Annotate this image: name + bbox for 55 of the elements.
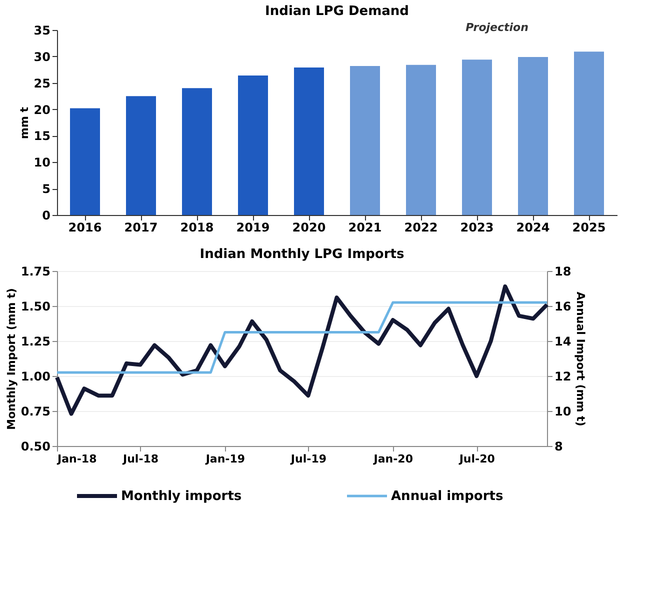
x-tick-label: Jul-20: [458, 452, 496, 466]
y-tick-label: 0.75: [20, 404, 50, 418]
x-tick-label: Jul-18: [122, 452, 159, 466]
x-tick-label: 2020: [292, 220, 326, 234]
y2-tick-label: 8: [554, 440, 563, 454]
bar: [350, 66, 380, 215]
chart-title: Indian Monthly LPG Imports: [200, 247, 404, 262]
bar: [294, 68, 324, 215]
bar: [406, 64, 436, 215]
x-tick-label: Jan-18: [56, 452, 97, 466]
y2-tick-label: 14: [554, 334, 572, 348]
y2-tick-label: 18: [554, 264, 572, 278]
x-tick-label: 2018: [180, 220, 214, 234]
y-tick-label: 5: [42, 182, 50, 196]
y-axis-title: Monthly Import (mm t): [4, 288, 18, 430]
x-tick-label: Jan-19: [204, 452, 246, 466]
x-tick-label: 2023: [460, 220, 494, 234]
y-axis-title: mm t: [18, 106, 31, 140]
bar: [518, 56, 548, 215]
y-tick-label: 0.50: [20, 440, 50, 454]
chart-title: Indian LPG Demand: [265, 4, 409, 19]
x-tick-label: 2022: [404, 220, 438, 234]
y-tick-label: 25: [34, 76, 50, 90]
x-tick-label: 2019: [236, 220, 270, 234]
y-tick-label: 0: [42, 208, 50, 222]
y2-tick-label: 16: [554, 300, 572, 314]
x-tick-label: 2017: [124, 220, 158, 234]
line-series: [55, 284, 549, 416]
y-tick-label: 35: [34, 24, 50, 38]
y-tick-label: 1.75: [20, 264, 50, 278]
x-tick-label: 2021: [348, 220, 382, 234]
x-tick-label: 2025: [572, 220, 606, 234]
x-tick-label: Jul-19: [290, 452, 326, 466]
y-tick-label: 20: [34, 102, 50, 117]
y-tick-label: 30: [34, 50, 50, 64]
y2-tick-label: 12: [554, 370, 572, 384]
legend-label: Annual imports: [391, 489, 504, 504]
x-tick-label: Jan-20: [372, 452, 414, 466]
y2-axis-title: Annual Import (mm t): [574, 292, 588, 426]
bar: [126, 96, 156, 215]
x-tick-label: 2024: [516, 220, 550, 234]
y-tick-label: 1.25: [20, 334, 50, 348]
bar: [462, 60, 492, 215]
bar: [70, 108, 100, 215]
bar: [182, 88, 212, 215]
x-tick-label: 2016: [68, 220, 102, 234]
y2-tick-label: 10: [554, 404, 572, 418]
bar: [238, 75, 268, 215]
y-tick-label: 15: [34, 129, 50, 144]
y-tick-label: 1.50: [20, 300, 50, 314]
y-tick-label: 10: [34, 156, 50, 170]
y-tick-label: 1.00: [20, 370, 50, 384]
bar: [574, 52, 604, 215]
annotation: Projection: [466, 21, 529, 34]
legend-label: Monthly imports: [121, 489, 242, 504]
